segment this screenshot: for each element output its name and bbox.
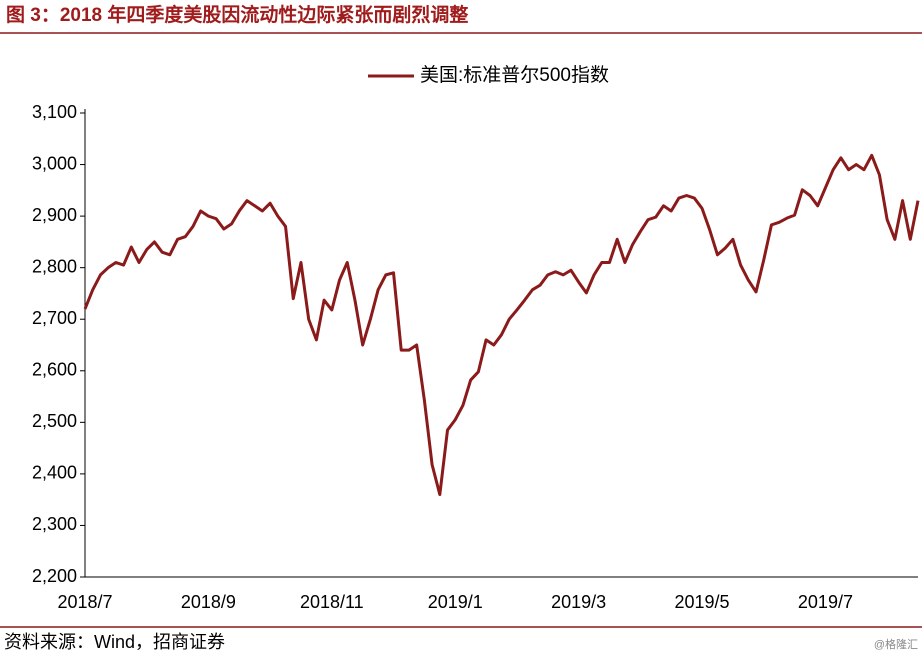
watermark: @格隆汇 (874, 637, 918, 651)
y-tick-label: 2,400 (32, 463, 77, 483)
x-tick-label: 2019/5 (675, 592, 730, 612)
chart-title: 图 3：2018 年四季度美股因流动性边际紧张而剧烈调整 (6, 3, 468, 26)
y-tick-label: 2,600 (32, 360, 77, 380)
data-line (83, 153, 920, 497)
x-tick-label: 2018/11 (300, 592, 364, 612)
x-tick-label: 2019/1 (428, 592, 483, 612)
legend-label: 美国:标准普尔500指数 (420, 64, 609, 86)
y-tick-label: 3,100 (32, 102, 77, 122)
y-tick-label: 2,500 (32, 411, 77, 431)
y-tick-label: 2,700 (32, 308, 77, 328)
source-note: 资料来源：Wind，招商证券 (4, 632, 225, 652)
y-tick-label: 2,300 (32, 514, 77, 534)
y-tick-label: 2,800 (32, 256, 77, 276)
x-tick-label: 2019/7 (798, 592, 853, 612)
x-tick-label: 2018/9 (181, 592, 236, 612)
x-tick-label: 2018/7 (57, 592, 112, 612)
y-tick-label: 2,200 (32, 566, 77, 586)
y-tick-label: 2,900 (32, 205, 77, 225)
y-tick-label: 3,000 (32, 153, 77, 173)
x-tick-label: 2019/3 (551, 592, 606, 612)
